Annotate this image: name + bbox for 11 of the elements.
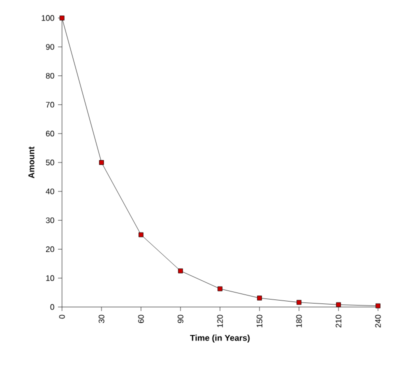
point bbox=[138, 232, 144, 238]
point bbox=[376, 303, 380, 308]
point bbox=[60, 16, 64, 20]
point bbox=[296, 300, 302, 305]
point bbox=[178, 268, 183, 274]
point bbox=[218, 286, 222, 292]
point bbox=[336, 302, 341, 308]
point bbox=[99, 160, 104, 165]
point bbox=[257, 296, 262, 300]
y-axis-title: Amount bbox=[28, 146, 34, 178]
x-axis-title: Time (in Years) bbox=[190, 334, 250, 343]
